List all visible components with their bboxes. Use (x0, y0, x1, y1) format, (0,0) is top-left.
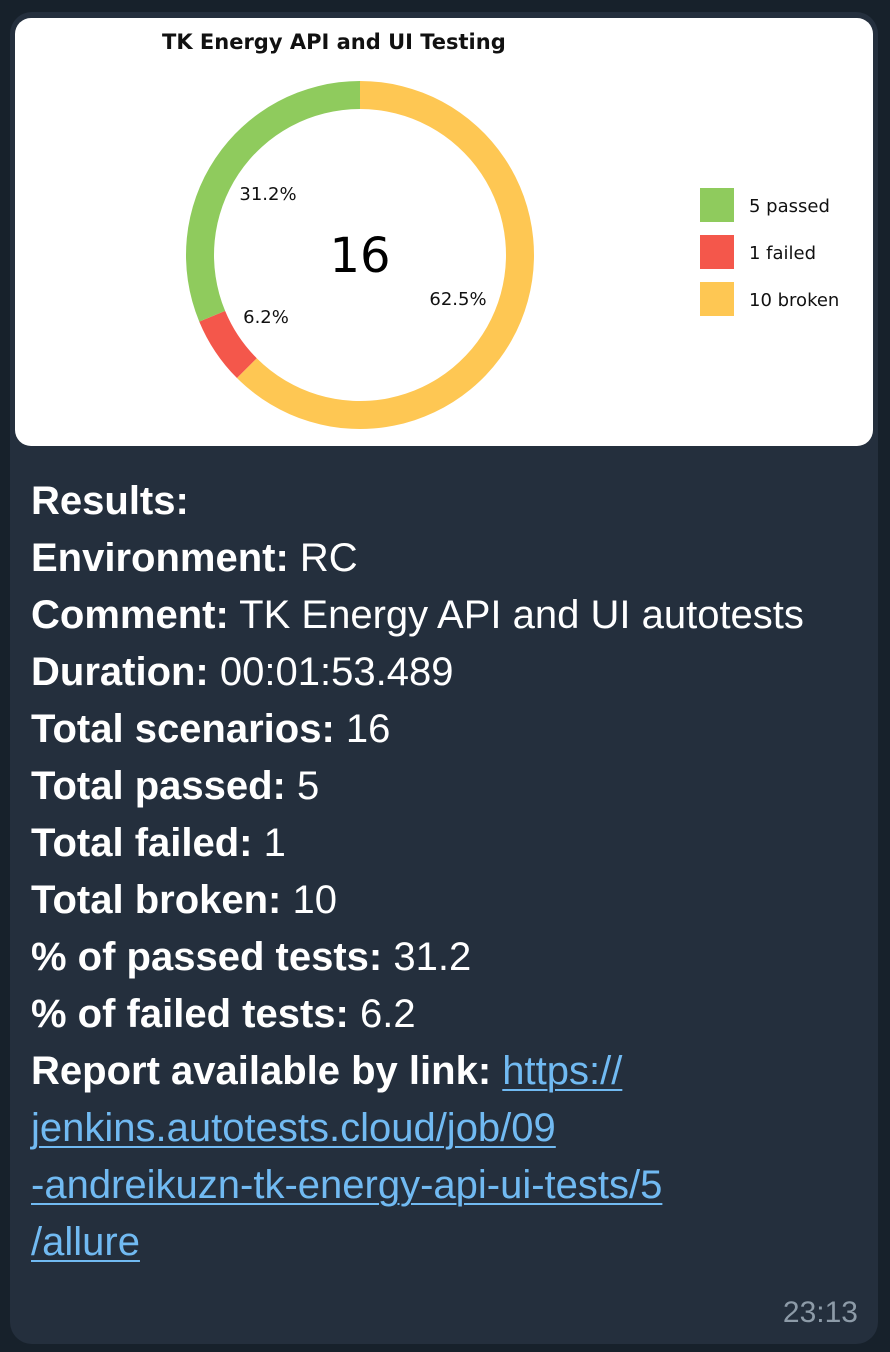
slice-failed (199, 310, 257, 379)
report-link-line-3: -andreikuzn-tk-energy-api-ui-tests/5 (31, 1157, 831, 1214)
percent-label-passed: 31.2% (239, 184, 296, 205)
total-passed-label: Total passed: (31, 764, 286, 808)
report-link-continued-3[interactable]: -andreikuzn-tk-energy-api-ui-tests/5 (31, 1163, 662, 1207)
percent-label-broken: 62.5% (429, 289, 486, 310)
legend-swatch-passed (700, 188, 734, 222)
total-broken-label: Total broken: (31, 878, 282, 922)
report-link-continued-2[interactable]: jenkins.autotests.cloud/job/09 (31, 1106, 556, 1150)
chart-image[interactable]: TK Energy API and UI Testing 16 62.5% 6.2… (15, 18, 873, 446)
legend: 5 passed 1 failed 10 broken (700, 188, 839, 316)
pct-passed-label: % of passed tests: (31, 935, 383, 979)
report-link-part-2: jenkins.autotests.cloud/job/09 (31, 1106, 556, 1150)
total-scenarios-line: Total scenarios: 16 (31, 701, 831, 758)
report-link[interactable]: https:// (502, 1049, 622, 1093)
message-timestamp: 23:13 (782, 1296, 858, 1329)
comment-line: Comment: TK Energy API and UI autotests (31, 587, 831, 644)
slice-broken (236, 81, 534, 429)
report-link-part-1: https:// (502, 1049, 623, 1093)
environment-label: Environment: (31, 536, 289, 580)
report-label: Report available by link: (31, 1049, 492, 1093)
slice-passed (185, 81, 360, 322)
total-failed-value: 1 (263, 821, 286, 865)
report-link-line-2: jenkins.autotests.cloud/job/09 (31, 1100, 831, 1157)
percent-label-failed: 6.2% (243, 307, 289, 328)
pct-passed-line: % of passed tests: 31.2 (31, 929, 831, 986)
environment-value: RC (299, 536, 358, 580)
legend-swatch-failed (700, 235, 734, 269)
pct-passed-value: 31.2 (393, 935, 472, 979)
environment-line: Environment: RC (31, 530, 831, 587)
duration-label: Duration: (31, 650, 209, 694)
report-line: Report available by link: https:// (31, 1043, 831, 1100)
percent-labels: 62.5% 6.2% 31.2% (239, 184, 486, 328)
center-total: 16 (329, 228, 390, 284)
legend-label-broken: 10 broken (749, 290, 839, 311)
message-bubble: TK Energy API and UI Testing 16 62.5% 6.2… (10, 12, 878, 1344)
total-broken-line: Total broken: 10 (31, 872, 831, 929)
chart-title: TK Energy API and UI Testing (162, 30, 506, 54)
legend-label-failed: 1 failed (749, 243, 816, 264)
comment-label: Comment: (31, 593, 229, 637)
total-failed-label: Total failed: (31, 821, 253, 865)
pct-failed-value: 6.2 (359, 992, 416, 1036)
legend-swatch-broken (700, 282, 734, 316)
total-scenarios-value: 16 (345, 707, 391, 751)
total-failed-line: Total failed: 1 (31, 815, 831, 872)
donut-chart: TK Energy API and UI Testing 16 62.5% 6.2… (162, 30, 839, 429)
report-link-part-3: -andreikuzn-tk-energy-api-ui-tests/5 (31, 1163, 663, 1207)
total-passed-value: 5 (297, 764, 320, 808)
results-heading: Results: (31, 479, 189, 523)
total-passed-line: Total passed: 5 (31, 758, 831, 815)
report-link-continued-4[interactable]: /allure (31, 1220, 140, 1264)
pct-failed-label: % of failed tests: (31, 992, 349, 1036)
report-link-line-4: /allure (31, 1214, 831, 1271)
total-broken-value: 10 (292, 878, 338, 922)
comment-value: TK Energy API and UI autotests (239, 593, 804, 637)
pct-failed-line: % of failed tests: 6.2 (31, 986, 831, 1043)
report-link-part-4: /allure (31, 1220, 140, 1264)
duration-line: Duration: 00:01:53.489 (31, 644, 831, 701)
duration-value: 00:01:53.489 (219, 650, 454, 694)
total-scenarios-label: Total scenarios: (31, 707, 335, 751)
message-text: Results: Environment: RC Comment: TK Ene… (31, 473, 831, 1271)
legend-label-passed: 5 passed (749, 196, 830, 217)
donut-slices (185, 81, 534, 429)
